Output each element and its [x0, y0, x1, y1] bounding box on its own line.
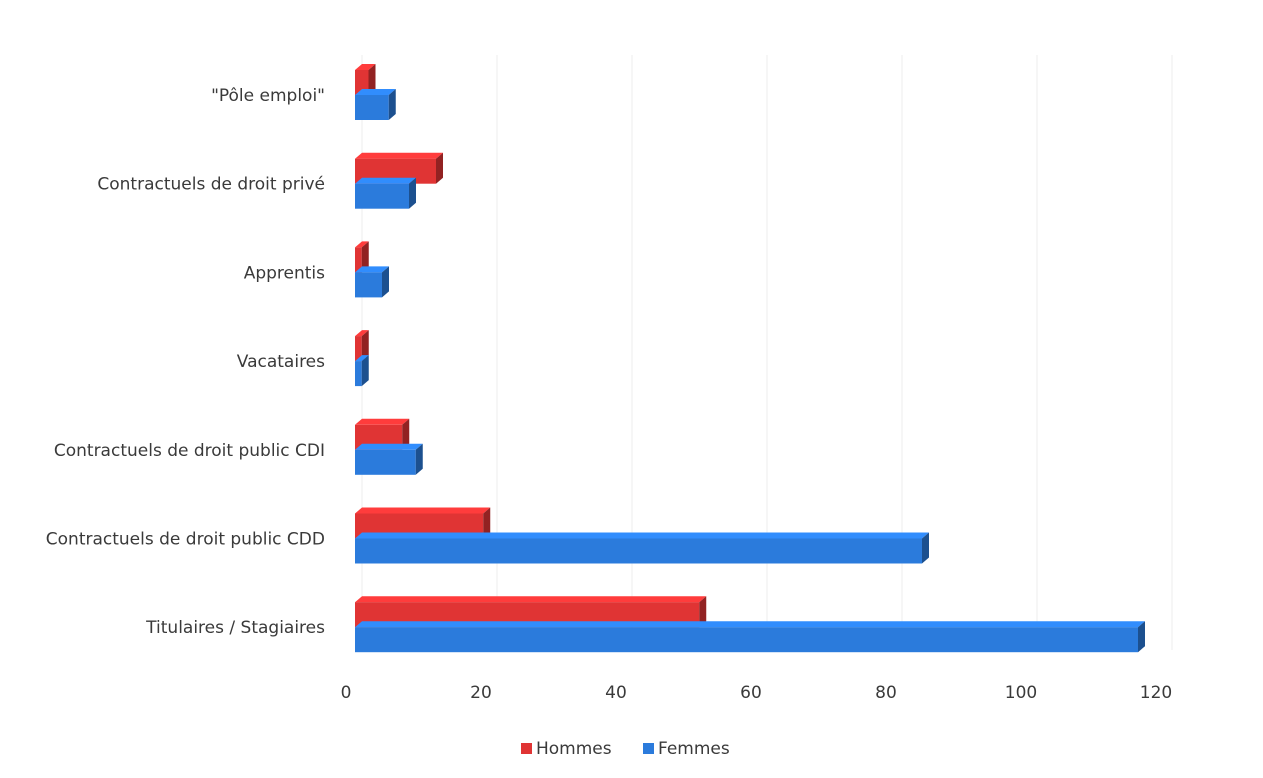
legend: Hommes Femmes [521, 739, 730, 759]
category-label: "Pôle emploi" [211, 86, 325, 106]
bar-femmes-6 [355, 621, 1145, 653]
bar-side-face [415, 443, 423, 475]
category-label: Contractuels de droit public CDI [54, 441, 325, 461]
bar-side-face [436, 152, 443, 184]
bar-side-face [382, 266, 389, 298]
bar-side-face [361, 241, 369, 273]
legend-swatch-hommes [521, 743, 532, 754]
bar-top-face [355, 443, 423, 450]
bar-top-face [355, 177, 416, 184]
bar-femmes-0 [355, 89, 396, 120]
bar-femmes-3 [355, 355, 369, 387]
bar-front-face [355, 70, 369, 95]
x-tick-label: 40 [605, 683, 627, 703]
bar-side-face [699, 596, 707, 628]
bar-top-face [355, 596, 707, 603]
bar-top-face [355, 532, 929, 539]
bar-side-face [388, 89, 396, 120]
bar-front-face [355, 361, 362, 387]
category-label: Contractuels de droit public CDD [46, 530, 325, 550]
x-tick-label: 60 [740, 683, 762, 703]
bar-top-face [355, 418, 410, 425]
bar-hommes-3 [355, 330, 369, 362]
x-tick-label: 100 [1005, 683, 1037, 703]
bar-top-face [355, 507, 491, 514]
bar-front-face [355, 538, 922, 564]
bar-femmes-1 [355, 177, 416, 209]
grid-layer [361, 55, 1173, 650]
bar-hommes-2 [355, 241, 369, 273]
bar-side-face [361, 355, 369, 387]
bar-top-face [355, 241, 369, 248]
bar-front-face [355, 183, 409, 209]
bar-hommes-0 [355, 64, 376, 95]
bar-front-face [355, 247, 362, 273]
bar-front-face [355, 627, 1138, 653]
legend-label-femmes: Femmes [658, 739, 730, 759]
bar-top-face [355, 89, 396, 95]
bar-front-face [355, 336, 362, 362]
category-labels: "Pôle emploi" Contractuels de droit privé… [46, 86, 325, 638]
bar-top-face [355, 266, 389, 273]
bar-front-face [355, 95, 389, 120]
category-label: Apprentis [244, 263, 325, 283]
bar-side-face [922, 532, 929, 564]
category-label: Vacataires [237, 352, 325, 372]
bars-layer [355, 64, 1145, 653]
x-tick-label: 120 [1140, 683, 1172, 703]
bar-top-face [355, 152, 443, 159]
bar-side-face [409, 177, 416, 209]
bar-top-face [355, 355, 369, 362]
category-label: Titulaires / Stagiaires [145, 618, 325, 638]
bar-side-face [1138, 621, 1145, 653]
x-tick-label: 0 [341, 683, 352, 703]
legend-label-hommes: Hommes [536, 739, 612, 759]
bar-side-face [483, 507, 491, 539]
bar-femmes-5 [355, 532, 929, 564]
bar-side-face [361, 330, 369, 362]
x-axis-ticks: 0 20 40 60 80 100 120 [341, 683, 1173, 703]
bar-top-face [355, 330, 369, 337]
bar-femmes-2 [355, 266, 389, 298]
bar-front-face [355, 272, 382, 298]
legend-swatch-femmes [643, 743, 654, 754]
bar-side-face [402, 418, 410, 450]
category-label: Contractuels de droit privé [97, 175, 325, 195]
bar-top-face [355, 621, 1145, 628]
bar-top-face [355, 64, 376, 70]
x-tick-label: 80 [875, 683, 897, 703]
bar-side-face [368, 64, 376, 95]
x-tick-label: 20 [470, 683, 492, 703]
bar-femmes-4 [355, 443, 423, 475]
bar-front-face [355, 449, 416, 475]
